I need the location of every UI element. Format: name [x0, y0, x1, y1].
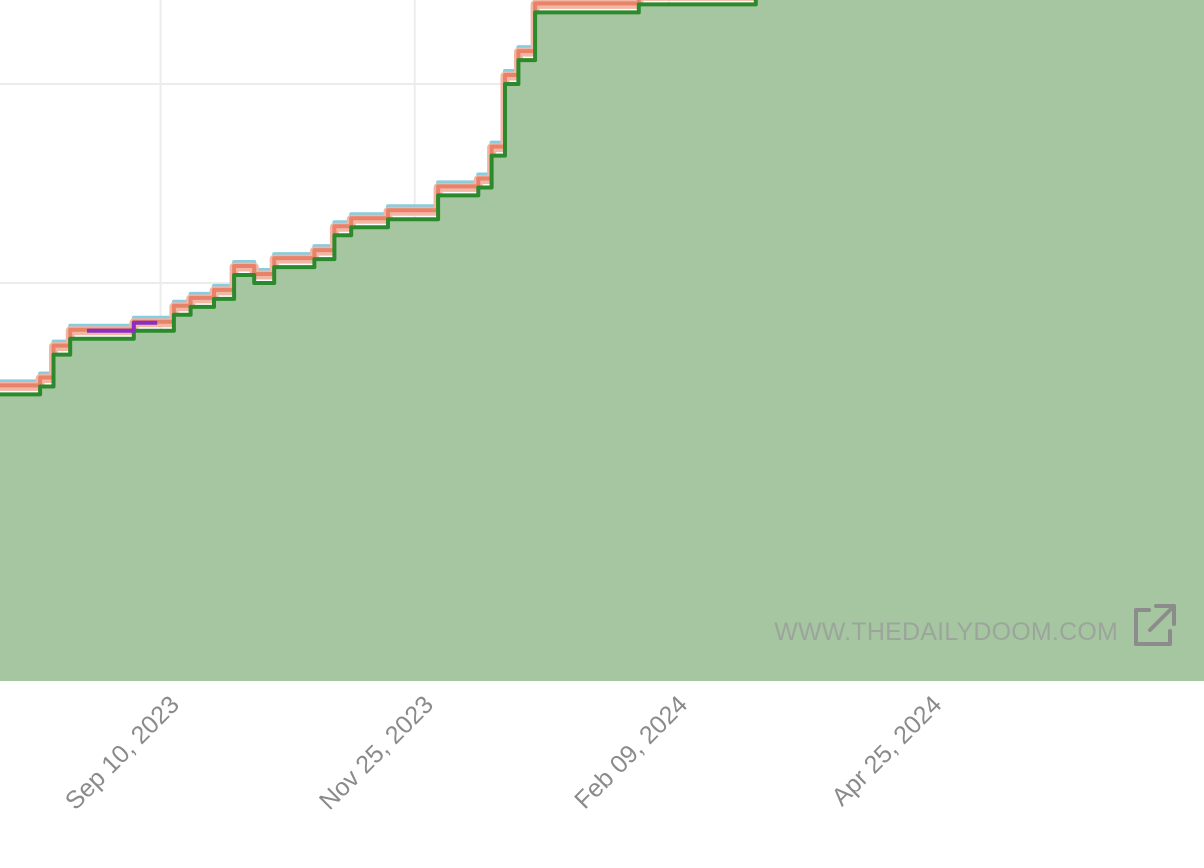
external-link-icon[interactable]	[1134, 604, 1176, 646]
watermark: WWW.THEDAILYDOOM.COM	[774, 604, 1176, 646]
watermark-text: WWW.THEDAILYDOOM.COM	[774, 618, 1118, 646]
series-green-line	[0, 0, 758, 397]
series-green-area	[0, 0, 1204, 681]
series-purple-line	[87, 320, 158, 333]
plot-layer	[0, 0, 1204, 681]
x-tick-label: Apr 25, 2024	[826, 690, 947, 811]
x-tick-label: Sep 10, 2023	[60, 690, 185, 815]
x-tick-label: Nov 25, 2023	[314, 690, 439, 815]
x-axis-ticks: Sep 10, 2023 Nov 25, 2023 Feb 09, 2024 Apr …	[60, 690, 948, 815]
x-tick-label: Feb 09, 2024	[569, 690, 693, 814]
